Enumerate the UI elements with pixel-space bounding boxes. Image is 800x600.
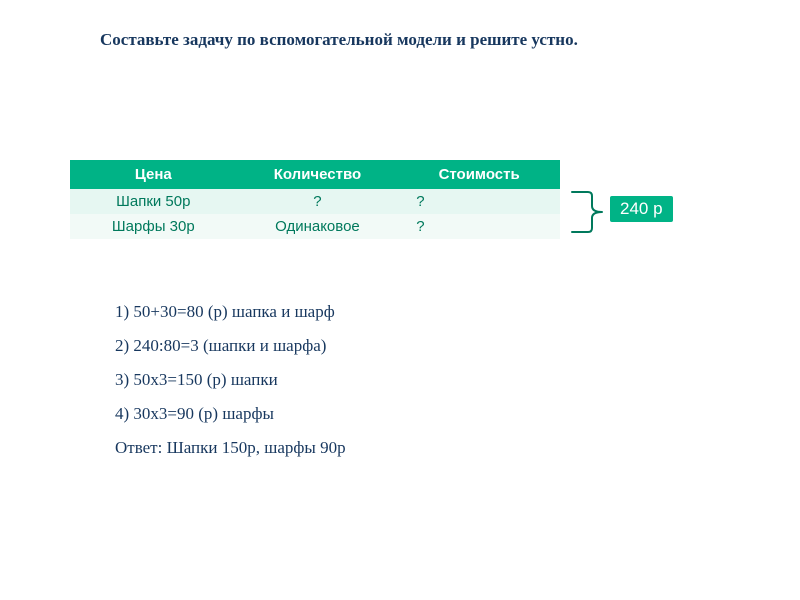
solution-line: 4) 30х3=90 (р) шарфы	[115, 397, 346, 431]
cell-price-1: Шарфы 30р	[70, 214, 237, 239]
data-table-wrap: Цена Количество Стоимость Шапки 50р ? ? …	[70, 160, 560, 239]
data-table: Цена Количество Стоимость Шапки 50р ? ? …	[70, 160, 560, 239]
solution-line: 2) 240:80=3 (шапки и шарфа)	[115, 329, 346, 363]
page-title: Составьте задачу по вспомогательной моде…	[100, 30, 740, 50]
table-header-row: Цена Количество Стоимость	[70, 160, 560, 189]
solution-block: 1) 50+30=80 (р) шапка и шарф 2) 240:80=3…	[115, 295, 346, 465]
cell-price-0: Шапки 50р	[70, 189, 237, 214]
table-row: Шарфы 30р Одинаковое ?	[70, 214, 560, 239]
cell-cost-1: ?	[398, 214, 560, 239]
sum-badge: 240 р	[610, 196, 673, 222]
col-quantity: Количество	[237, 160, 399, 189]
solution-line: 1) 50+30=80 (р) шапка и шарф	[115, 295, 346, 329]
cell-qty-1: Одинаковое	[237, 214, 399, 239]
brace-icon	[570, 188, 610, 236]
solution-line: 3) 50х3=150 (р) шапки	[115, 363, 346, 397]
col-cost: Стоимость	[398, 160, 560, 189]
col-price: Цена	[70, 160, 237, 189]
slide: Составьте задачу по вспомогательной моде…	[0, 0, 800, 600]
cell-qty-0: ?	[237, 189, 399, 214]
answer-line: Ответ: Шапки 150р, шарфы 90р	[115, 431, 346, 465]
cell-cost-0: ?	[398, 189, 560, 214]
brace-path	[572, 192, 602, 232]
table-row: Шапки 50р ? ?	[70, 189, 560, 214]
